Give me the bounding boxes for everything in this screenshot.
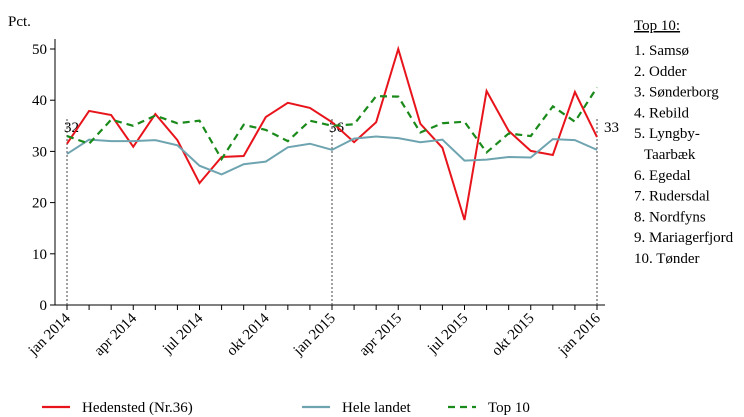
x-tick-label: apr 2014 (91, 310, 140, 359)
side-list-item: 1. Samsø (634, 43, 689, 59)
x-tick-label: apr 2015 (356, 311, 405, 360)
legend-label: Hedensted (Nr.36) (82, 400, 193, 416)
x-tick-label: jul 2014 (159, 310, 206, 357)
legend-label: Top 10 (488, 400, 530, 416)
y-tick-label: 30 (32, 144, 47, 160)
y-tick-label: 40 (32, 93, 47, 109)
x-tick-label: okt 2015 (489, 311, 538, 360)
side-list-item: 10. Tønder (634, 251, 700, 267)
series-line (66, 86, 598, 162)
side-list-item: 8. Nordfyns (634, 209, 706, 225)
side-list-item: 6. Egedal (634, 168, 691, 184)
x-tick-label: jan 2016 (555, 310, 604, 359)
y-tick-label: 0 (40, 298, 48, 314)
legend-label: Hele landet (342, 400, 412, 416)
side-list-item: 5. Lyngby- (634, 126, 700, 142)
series-line (66, 45, 598, 221)
side-list-item: Taarbæk (644, 147, 696, 163)
x-tick-label: jan 2014 (25, 310, 74, 359)
side-list-item: 3. Sønderborg (634, 85, 719, 101)
side-list-item: 7. Rudersdal (634, 189, 710, 205)
x-tick-label: okt 2014 (224, 310, 273, 359)
annotation: 33 (604, 120, 619, 136)
side-list-item: 2. Odder (634, 64, 687, 80)
y-axis-label: Pct. (8, 14, 31, 30)
side-list-item: 9. Mariagerfjord (634, 230, 734, 246)
series-line (66, 135, 598, 176)
side-list-title: Top 10: (634, 18, 680, 34)
x-tick-label: jul 2015 (424, 311, 471, 358)
side-list-item: 4. Rebild (634, 105, 689, 121)
y-tick-label: 20 (32, 196, 47, 212)
y-tick-label: 50 (32, 42, 47, 58)
y-tick-label: 10 (32, 247, 47, 263)
x-tick-label: jan 2015 (290, 311, 339, 360)
